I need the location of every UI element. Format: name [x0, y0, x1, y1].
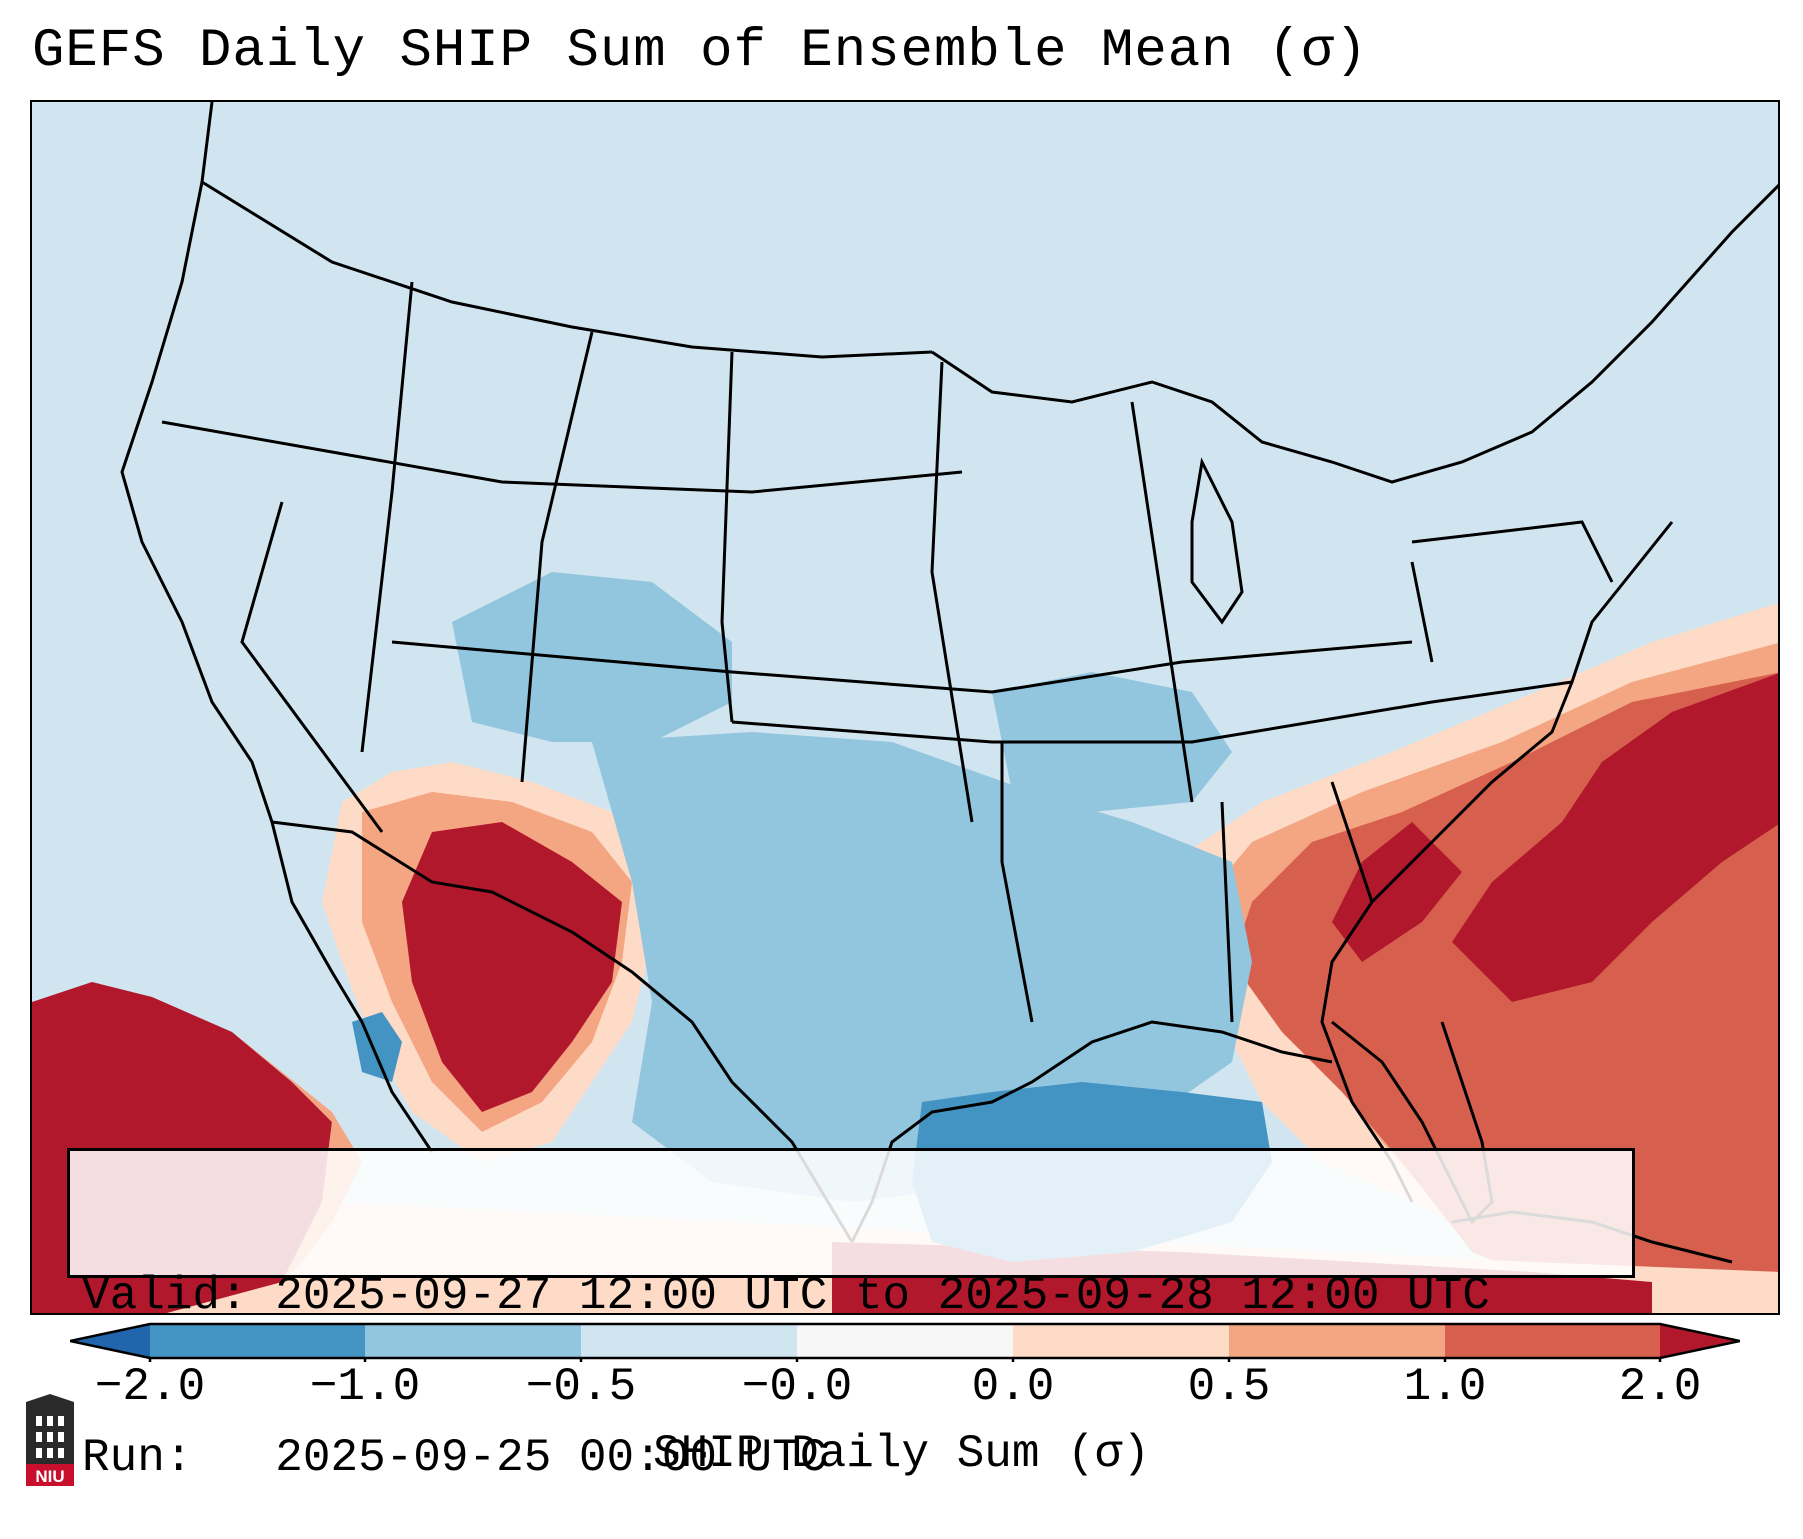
state-line — [391, 640, 1413, 694]
lake-michigan — [1190, 457, 1244, 625]
valid-text: 2025-09-27 12:00 UTC to 2025-09-28 12:00… — [275, 1270, 1490, 1322]
west-coastline — [120, 102, 434, 1153]
boundary-lines — [120, 102, 1778, 1264]
colorbar-seg-1 — [150, 1324, 365, 1358]
colorbar-seg-2 — [365, 1324, 581, 1358]
tick-label: 0.0 — [971, 1361, 1055, 1413]
tick-label: −1.0 — [309, 1361, 421, 1413]
mexico-border — [271, 820, 854, 1243]
colorbar-seg-6 — [1229, 1324, 1445, 1358]
state-line — [1220, 801, 1234, 1023]
colorbar-seg-4 — [797, 1324, 1013, 1358]
tick-label: 2.0 — [1618, 1361, 1702, 1413]
state-line — [520, 331, 594, 783]
valid-run-box: Valid: 2025-09-27 12:00 UTC to 2025-09-2… — [67, 1148, 1635, 1484]
region-georgia-core — [1332, 822, 1462, 962]
map-panel[interactable] — [30, 100, 1780, 1315]
state-line — [240, 501, 384, 833]
colorbar-seg-7 — [1445, 1324, 1660, 1358]
colorbar-seg-5 — [1013, 1324, 1229, 1358]
map-canvas — [32, 102, 1778, 1313]
colorbar-low-extend — [70, 1324, 150, 1358]
colorbar-label: SHIP Daily Sum (σ) — [653, 1428, 1150, 1480]
logo-text: NIU — [35, 1467, 64, 1486]
great-lakes-outline — [931, 183, 1778, 484]
state-line — [731, 680, 1573, 744]
chart-title: GEFS Daily SHIP Sum of Ensemble Mean (σ) — [32, 21, 1369, 82]
run-label: Run: — [82, 1432, 193, 1484]
state-line — [1410, 561, 1434, 663]
region-atlantic-core — [1452, 673, 1778, 1002]
colorbar — [70, 1322, 1740, 1362]
valid-label: Valid: — [82, 1270, 248, 1322]
state-line — [720, 351, 734, 723]
canada-border — [201, 180, 933, 359]
colorbar-ticks: −2.0 −1.0 −0.5 −0.0 0.0 0.5 1.0 2.0 — [0, 1362, 1803, 1422]
state-line — [1130, 401, 1194, 803]
colorbar-high-extend — [1660, 1324, 1740, 1358]
east-coastline — [1320, 521, 1674, 1203]
tick-label: −0.0 — [741, 1361, 853, 1413]
niu-logo: NIU — [22, 1394, 78, 1488]
tick-label: 0.5 — [1187, 1361, 1271, 1413]
region-great-basin-low — [452, 572, 732, 742]
colorbar-seg-3 — [581, 1324, 797, 1358]
region-southwest-core — [402, 822, 622, 1112]
valid-line: Valid: 2025-09-27 12:00 UTC to 2025-09-2… — [82, 1269, 1632, 1323]
tick-label: −0.5 — [525, 1361, 637, 1413]
run-text: 2025-09-25 00:00 UTC — [275, 1432, 828, 1484]
state-line — [360, 281, 414, 753]
state-line — [1000, 742, 1034, 1023]
state-line — [1330, 781, 1374, 903]
state-line — [161, 420, 963, 494]
tick-label: −2.0 — [94, 1361, 206, 1413]
tick-label: 1.0 — [1403, 1361, 1487, 1413]
run-line: Run: 2025-09-25 00:00 UTC — [82, 1431, 1632, 1485]
state-line — [1411, 520, 1614, 583]
